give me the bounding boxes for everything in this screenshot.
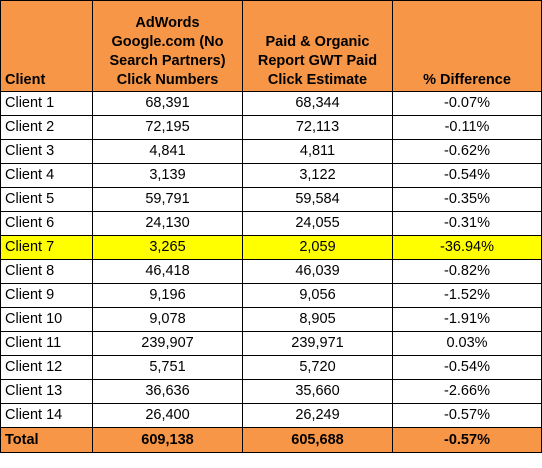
diff-cell: -0.54% <box>392 163 542 188</box>
gwt-cell: 8,905 <box>242 307 393 332</box>
gwt-cell: 5,720 <box>242 355 393 380</box>
total-gwt: 605,688 <box>242 427 393 453</box>
table-row: Client 3 4,841 4,811 -0.62% <box>0 139 542 164</box>
diff-cell: -0.54% <box>392 355 542 380</box>
client-cell: Client 13 <box>0 379 93 404</box>
total-row: Total 609,138 605,688 -0.57% <box>0 427 542 453</box>
header-percent-difference: % Difference <box>392 0 542 92</box>
adwords-cell: 46,418 <box>92 259 243 284</box>
table-row: Client 5 59,791 59,584 -0.35% <box>0 187 542 212</box>
diff-cell: 0.03% <box>392 331 542 356</box>
adwords-cell: 24,130 <box>92 211 243 236</box>
client-cell: Client 12 <box>0 355 93 380</box>
client-cell: Client 5 <box>0 187 93 212</box>
diff-cell: -0.31% <box>392 211 542 236</box>
gwt-cell: 2,059 <box>242 235 393 260</box>
adwords-cell: 3,139 <box>92 163 243 188</box>
gwt-cell: 68,344 <box>242 91 393 116</box>
adwords-cell: 59,791 <box>92 187 243 212</box>
diff-cell: -0.11% <box>392 115 542 140</box>
diff-cell: -1.52% <box>392 283 542 308</box>
header-gwt-estimate: Paid & Organic Report GWT Paid Click Est… <box>242 0 393 92</box>
client-cell: Client 10 <box>0 307 93 332</box>
client-cell: Client 3 <box>0 139 93 164</box>
table-row: Client 12 5,751 5,720 -0.54% <box>0 355 542 380</box>
table-row: Client 6 24,130 24,055 -0.31% <box>0 211 542 236</box>
adwords-cell: 239,907 <box>92 331 243 356</box>
gwt-cell: 239,971 <box>242 331 393 356</box>
gwt-cell: 72,113 <box>242 115 393 140</box>
header-adwords-clicks: AdWords Google.com (No Search Partners) … <box>92 0 243 92</box>
gwt-cell: 46,039 <box>242 259 393 284</box>
table-row: Client 11 239,907 239,971 0.03% <box>0 331 542 356</box>
client-cell: Client 7 <box>0 235 93 260</box>
table-row: Client 10 9,078 8,905 -1.91% <box>0 307 542 332</box>
adwords-cell: 9,196 <box>92 283 243 308</box>
diff-cell: -2.66% <box>392 379 542 404</box>
gwt-cell: 4,811 <box>242 139 393 164</box>
table-row: Client 13 36,636 35,660 -2.66% <box>0 379 542 404</box>
client-cell: Client 11 <box>0 331 93 356</box>
gwt-cell: 9,056 <box>242 283 393 308</box>
header-row: Client AdWords Google.com (No Search Par… <box>0 0 542 92</box>
gwt-cell: 3,122 <box>242 163 393 188</box>
client-cell: Client 9 <box>0 283 93 308</box>
diff-cell: -0.07% <box>392 91 542 116</box>
table-row: Client 8 46,418 46,039 -0.82% <box>0 259 542 284</box>
adwords-cell: 72,195 <box>92 115 243 140</box>
table-row: Client 1 68,391 68,344 -0.07% <box>0 91 542 116</box>
client-cell: Client 8 <box>0 259 93 284</box>
client-cell: Client 1 <box>0 91 93 116</box>
adwords-cell: 26,400 <box>92 403 243 428</box>
adwords-cell: 5,751 <box>92 355 243 380</box>
adwords-cell: 36,636 <box>92 379 243 404</box>
table-row: Client 9 9,196 9,056 -1.52% <box>0 283 542 308</box>
gwt-cell: 24,055 <box>242 211 393 236</box>
table-row-highlighted: Client 7 3,265 2,059 -36.94% <box>0 235 542 260</box>
client-cell: Client 6 <box>0 211 93 236</box>
total-adwords: 609,138 <box>92 427 243 453</box>
total-diff: -0.57% <box>392 427 542 453</box>
click-comparison-table: Client AdWords Google.com (No Search Par… <box>0 0 542 453</box>
gwt-cell: 35,660 <box>242 379 393 404</box>
client-cell: Client 2 <box>0 115 93 140</box>
header-client: Client <box>0 0 93 92</box>
total-label: Total <box>0 427 93 453</box>
diff-cell: -0.57% <box>392 403 542 428</box>
diff-cell: -36.94% <box>392 235 542 260</box>
client-cell: Client 4 <box>0 163 93 188</box>
adwords-cell: 9,078 <box>92 307 243 332</box>
diff-cell: -0.62% <box>392 139 542 164</box>
adwords-cell: 68,391 <box>92 91 243 116</box>
gwt-cell: 59,584 <box>242 187 393 212</box>
table-row: Client 2 72,195 72,113 -0.11% <box>0 115 542 140</box>
client-cell: Client 14 <box>0 403 93 428</box>
diff-cell: -0.82% <box>392 259 542 284</box>
diff-cell: -1.91% <box>392 307 542 332</box>
table-row: Client 14 26,400 26,249 -0.57% <box>0 403 542 428</box>
table-row: Client 4 3,139 3,122 -0.54% <box>0 163 542 188</box>
diff-cell: -0.35% <box>392 187 542 212</box>
adwords-cell: 4,841 <box>92 139 243 164</box>
gwt-cell: 26,249 <box>242 403 393 428</box>
adwords-cell: 3,265 <box>92 235 243 260</box>
